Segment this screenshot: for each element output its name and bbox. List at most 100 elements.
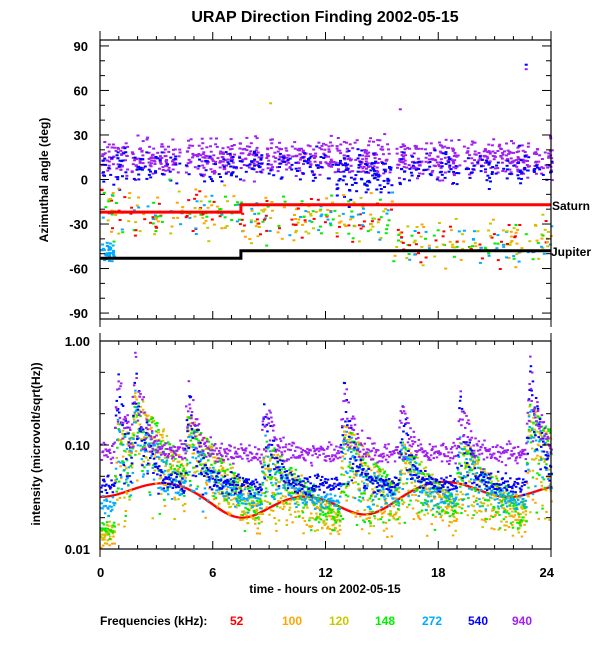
- intensity-point: [129, 438, 132, 441]
- azimuth-point: [508, 243, 512, 246]
- azimuth-point: [392, 260, 396, 263]
- intensity-point: [196, 451, 200, 454]
- azimuth-point: [129, 212, 133, 215]
- azimuth-point: [489, 222, 492, 225]
- azimuth-point: [257, 222, 261, 225]
- intensity-point: [435, 503, 439, 506]
- azimuth-point: [451, 149, 455, 152]
- intensity-point: [117, 428, 120, 430]
- azimuth-point: [304, 160, 308, 163]
- azimuth-point: [457, 139, 461, 141]
- intensity-point: [172, 470, 176, 473]
- intensity-point: [424, 508, 428, 511]
- azimuth-point: [176, 216, 180, 219]
- intensity-point: [442, 502, 446, 505]
- intensity-point: [333, 504, 336, 507]
- intensity-point: [478, 466, 482, 469]
- intensity-point: [116, 418, 120, 421]
- intensity-point: [118, 431, 122, 433]
- azimuth-point: [322, 157, 326, 159]
- intensity-point: [341, 452, 345, 454]
- intensity-point: [194, 471, 197, 474]
- azimuth-point: [102, 171, 105, 174]
- azimuth-point: [354, 182, 358, 185]
- intensity-point: [511, 534, 515, 537]
- azimuth-point: [520, 247, 524, 250]
- azimuth-point: [205, 215, 209, 218]
- azimuth-point: [158, 155, 162, 158]
- azimuth-point: [484, 159, 488, 162]
- intensity-point: [370, 482, 374, 485]
- azimuth-point: [400, 236, 404, 239]
- intensity-point: [167, 473, 171, 476]
- intensity-point: [455, 490, 459, 493]
- intensity-point: [154, 422, 157, 425]
- intensity-point: [457, 471, 461, 474]
- azimuth-point: [524, 68, 528, 71]
- azimuth-point: [462, 229, 466, 232]
- intensity-point: [214, 462, 217, 465]
- azimuth-point: [322, 152, 326, 155]
- intensity-point: [339, 515, 343, 517]
- intensity-point: [125, 431, 129, 434]
- intensity-point: [529, 420, 533, 423]
- intensity-point: [349, 437, 352, 440]
- azimuth-point: [370, 220, 374, 223]
- intensity-point: [409, 499, 412, 502]
- azimuth-point: [377, 158, 381, 160]
- intensity-point: [464, 476, 467, 479]
- azimuth-point: [100, 155, 104, 158]
- azimuth-point: [209, 150, 213, 153]
- intensity-point: [109, 500, 112, 503]
- azimuth-point: [452, 155, 456, 157]
- intensity-point: [422, 504, 425, 507]
- intensity-point: [156, 442, 160, 445]
- intensity-point: [283, 484, 286, 487]
- azimuth-point: [208, 155, 212, 158]
- intensity-point: [239, 496, 242, 499]
- azimuth-point: [424, 148, 427, 151]
- intensity-point: [134, 389, 137, 392]
- azimuth-point: [369, 137, 373, 140]
- intensity-point: [489, 474, 492, 477]
- intensity-point: [290, 470, 294, 473]
- azimuth-point: [452, 162, 456, 165]
- azimuth-point: [174, 161, 178, 164]
- intensity-point: [195, 435, 198, 438]
- intensity-point: [456, 480, 459, 483]
- intensity-point: [167, 469, 171, 471]
- azimuth-point: [185, 215, 189, 217]
- azimuth-point: [324, 213, 328, 216]
- intensity-point: [535, 421, 538, 424]
- intensity-point: [219, 465, 223, 468]
- azimuth-point: [123, 196, 127, 199]
- azimuth-point: [224, 159, 228, 162]
- azimuth-point: [401, 143, 405, 146]
- azimuth-point: [498, 143, 502, 146]
- intensity-point: [494, 511, 498, 514]
- intensity-point: [401, 447, 404, 450]
- intensity-point: [401, 488, 404, 490]
- intensity-point: [409, 463, 412, 466]
- azimuth-point: [212, 200, 216, 203]
- azimuth-point: [347, 149, 351, 152]
- azimuth-point: [282, 206, 286, 209]
- intensity-point: [168, 485, 172, 488]
- azimuth-point: [510, 140, 513, 142]
- azimuth-point: [311, 171, 315, 174]
- intensity-point: [358, 489, 361, 492]
- intensity-point: [216, 476, 220, 478]
- intensity-point: [479, 468, 482, 470]
- intensity-point: [150, 426, 153, 429]
- azimuth-point: [413, 230, 417, 232]
- azimuth-point: [386, 224, 390, 227]
- intensity-point: [130, 450, 133, 453]
- intensity-point: [545, 431, 548, 434]
- intensity-point: [188, 444, 191, 446]
- intensity-point: [121, 443, 125, 446]
- intensity-point: [420, 509, 424, 512]
- intensity-point: [395, 488, 399, 491]
- intensity-point: [485, 492, 489, 495]
- azimuth-point: [342, 170, 346, 173]
- azimuth-point: [359, 160, 363, 163]
